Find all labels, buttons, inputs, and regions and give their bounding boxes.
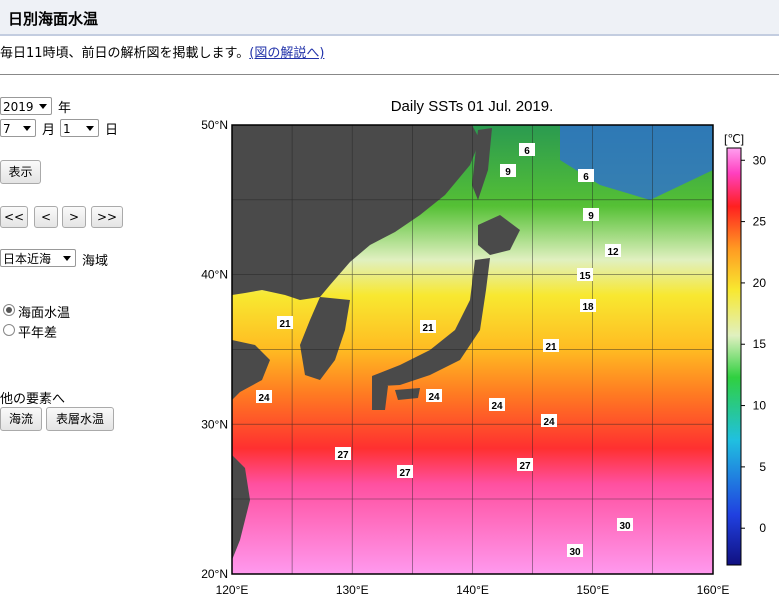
other-heading: 他の要素へ: [0, 392, 66, 407]
colorbar-label: 20: [753, 276, 767, 290]
contour-label: 9: [505, 167, 511, 178]
day-select[interactable]: 1: [60, 119, 99, 137]
other-button[interactable]: 表層水温: [46, 407, 114, 431]
lon-label: 130°E: [336, 583, 369, 597]
radio-label[interactable]: 海面水温: [18, 306, 71, 321]
contour-label-box: [489, 398, 505, 411]
description-text: 毎日11時頃、前日の解析図を掲載します。: [0, 46, 250, 61]
contour-label-box: [578, 169, 594, 182]
header-bar: [0, 0, 779, 36]
month-unit: 月: [42, 123, 56, 138]
contour-label-box: [519, 143, 535, 156]
contour-label: 30: [619, 521, 631, 532]
colorbar: [726, 147, 742, 566]
contour-label-box: [517, 458, 533, 471]
colorbar-label: 25: [753, 215, 767, 229]
contour-label-box: [583, 208, 599, 221]
contour-label: 27: [337, 450, 349, 461]
contour-label-box: [397, 465, 413, 478]
map-frame: [231, 124, 714, 575]
contour-label-box: [543, 339, 559, 352]
lat-label: 30°N: [201, 417, 228, 431]
day-unit: 日: [105, 123, 119, 138]
cold-water: [560, 125, 713, 200]
lat-label: 20°N: [201, 567, 228, 581]
lon-label: 160°E: [697, 583, 730, 597]
contour-label: 15: [579, 271, 591, 282]
contour-label: 12: [607, 247, 619, 258]
contour-label-box: [567, 544, 583, 557]
contour-label-box: [605, 244, 621, 257]
contour-label-box: [577, 268, 593, 281]
contour-label: 21: [545, 342, 557, 353]
nav-button[interactable]: <<: [0, 206, 28, 228]
colorbar-label: 5: [759, 460, 766, 474]
contour-label: 30: [569, 547, 581, 558]
lon-label: 120°E: [216, 583, 249, 597]
lon-label: 140°E: [456, 583, 489, 597]
lat-label: 50°N: [201, 118, 228, 132]
contour-label-box: [256, 390, 272, 403]
page-title: 日別海面水温: [8, 10, 99, 28]
radio-label[interactable]: 平年差: [18, 326, 58, 341]
divider: [0, 74, 779, 75]
nav-button[interactable]: >: [62, 206, 86, 228]
show-button[interactable]: 表示: [0, 160, 41, 184]
contour-label: 24: [258, 393, 270, 404]
contour-label: 21: [279, 319, 291, 330]
lat-label: 40°N: [201, 268, 228, 282]
contour-label: 18: [582, 302, 594, 313]
contour-label-box: [277, 316, 293, 329]
contour-label-box: [426, 389, 442, 402]
contour-label: 24: [428, 392, 440, 403]
contour-label: 6: [583, 172, 589, 183]
help-link[interactable]: (図の解説へ): [249, 46, 325, 61]
radio[interactable]: [3, 304, 15, 316]
region-unit: 海域: [82, 254, 109, 269]
year-select[interactable]: 2019: [0, 97, 52, 115]
description: 毎日11時頃、前日の解析図を掲載します。(図の解説へ): [0, 42, 324, 61]
contour-label: 24: [543, 417, 555, 428]
year-unit: 年: [58, 101, 72, 116]
contour-label-box: [580, 299, 596, 312]
contour-label: 9: [588, 211, 594, 222]
radio[interactable]: [3, 324, 15, 336]
colorbar-unit: [℃]: [724, 132, 744, 146]
contour-label: 27: [399, 468, 411, 479]
contour-label-box: [617, 518, 633, 531]
colorbar-label: 0: [759, 521, 766, 535]
nav-button[interactable]: >>: [91, 206, 123, 228]
contour-label-box: [541, 414, 557, 427]
region-select[interactable]: 日本近海: [0, 249, 76, 267]
contour-label: 21: [422, 323, 434, 334]
contour-label: 27: [519, 461, 531, 472]
colorbar-label: 10: [753, 399, 767, 413]
land: [232, 125, 520, 560]
contour-label: 6: [524, 146, 530, 157]
map-title: Daily SSTs 01 Jul. 2019.: [391, 98, 554, 115]
colorbar-label: 15: [753, 337, 767, 351]
contour-label-box: [335, 447, 351, 460]
contour-label: 24: [491, 401, 503, 412]
month-select[interactable]: 7: [0, 119, 36, 137]
contour-label-box: [500, 164, 516, 177]
nav-button[interactable]: <: [34, 206, 58, 228]
lon-label: 150°E: [576, 583, 609, 597]
contour-label-box: [420, 320, 436, 333]
other-button[interactable]: 海流: [0, 407, 42, 431]
colorbar-label: 30: [753, 153, 767, 167]
